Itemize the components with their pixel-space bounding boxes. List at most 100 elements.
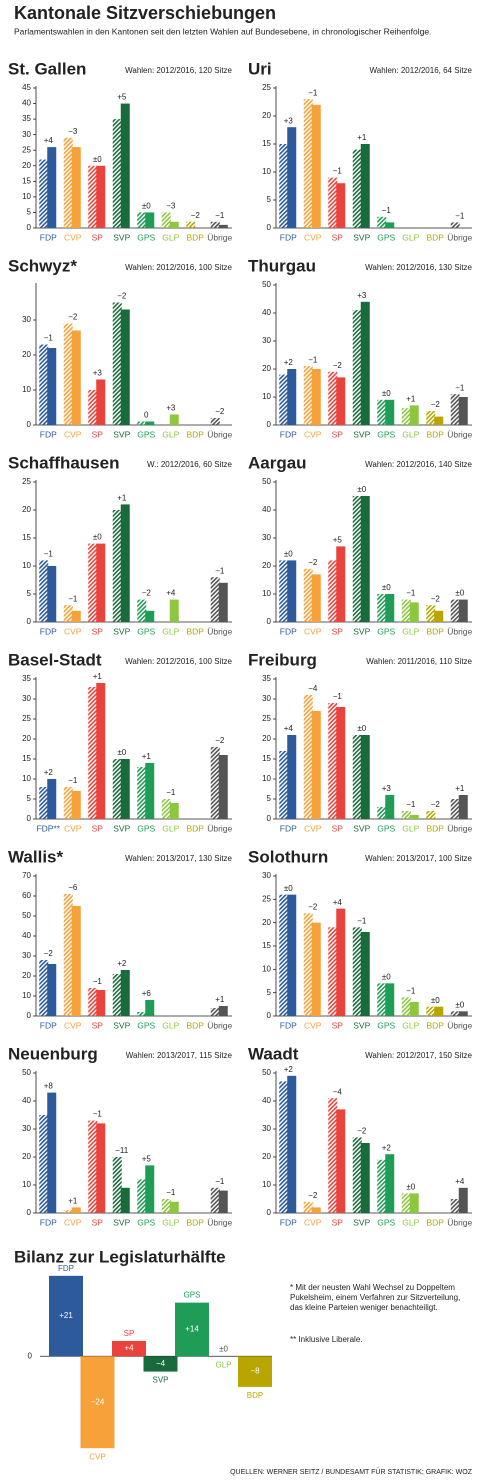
bar-new [385,399,395,425]
bar-old [377,594,387,622]
bar-new [360,144,370,228]
bar-old [63,605,73,622]
bar-old [426,605,436,622]
bar-old [377,1159,387,1213]
category-label: FDP [58,1264,74,1273]
y-tick-label: 70 [22,871,31,880]
bar-old [88,988,98,1016]
bar-new [47,964,57,1016]
x-tick-label: SVP [113,823,130,833]
chart-title: Neuenburg [8,1044,98,1063]
bar [80,1356,115,1449]
y-tick-label: 35 [22,114,31,123]
x-tick-label: BDP [187,1020,205,1030]
bar-new [336,707,346,819]
y-tick-label: 30 [22,130,31,139]
chart-subtitle: Wahlen: 2013/2017, 130 Sitze [125,854,232,863]
change-label: −1 [455,383,465,392]
chart-title: Schwyz* [8,256,77,275]
x-tick-label: GPS [377,1217,395,1227]
change-label: ±0 [431,996,440,1005]
bar-new [96,543,106,622]
y-tick-label: 0 [27,814,32,823]
bar-new [458,1187,468,1213]
bar-old [88,165,98,228]
x-tick-label: SVP [113,626,130,636]
bar-old [39,1115,49,1213]
bar-new [218,755,228,819]
y-tick-label: 10 [262,964,271,973]
change-label: ±0 [93,155,102,164]
y-tick-label: 5 [267,988,272,997]
x-tick-label: FDP [40,1020,57,1030]
x-tick-label: GPS [137,823,155,833]
x-tick-label: SVP [113,1217,130,1227]
bar-old [186,221,196,228]
y-tick-label: 10 [22,385,31,394]
bar-new [385,222,395,228]
x-tick-label: Übrige [447,1020,472,1030]
y-tick-label: 15 [22,533,31,542]
bar-old [426,411,436,425]
x-tick-label: SP [92,823,104,833]
change-label: −2 [142,589,152,598]
change-label: +4 [333,898,343,907]
change-label: −1 [455,212,465,221]
bar-old [88,687,98,819]
change-label: +1 [357,133,367,142]
change-label: −1 [333,692,343,701]
change-label: +1 [142,752,152,761]
chart-subtitle: Wahlen: 2012/2016, 100 Sitze [125,657,232,666]
x-tick-label: GLP [162,232,179,242]
x-tick-label: SVP [353,1217,370,1227]
source: QUELLEN: WERNER SEITZ / BUNDESAMT FÜR ST… [230,1468,473,1476]
bar-new [96,165,106,228]
y-tick-label: 5 [267,794,272,803]
x-tick-label: GLP [162,823,179,833]
bar-new [218,1190,228,1213]
change-label: ±0 [455,1000,464,1009]
footnote: * Mit der neusten Wahl Wechsel zu Doppel… [290,1283,461,1312]
change-label: +3 [357,291,367,300]
page-subtitle: Parlamentswahlen in den Kantonen seit de… [14,26,431,36]
bar-old [39,560,49,622]
change-label: −1 [215,566,225,575]
y-tick-label: 0 [27,1011,32,1020]
x-tick-label: SVP [353,232,370,242]
change-label: −2 [44,949,54,958]
chart-subtitle: Wahlen: 2012/2016, 130 Sitze [365,263,472,272]
y-tick-label: 40 [22,99,31,108]
x-tick-label: SP [92,1020,104,1030]
y-tick-label: 20 [22,505,31,514]
x-tick-label: SVP [113,232,130,242]
y-tick-label: 5 [27,208,32,217]
bar-old [377,983,387,1016]
bar-new [336,183,346,228]
x-tick-label: GPS [377,1020,395,1030]
change-label: −2 [215,736,225,745]
bar-old [210,1187,220,1213]
bar-new [287,735,297,819]
bar-old [88,390,98,425]
x-tick-label: SP [332,823,344,833]
x-tick-label: FDP [40,626,57,636]
bar-old [450,1199,460,1213]
change-label: +8 [44,1082,54,1091]
chart-subtitle: Wahlen: 2012/2016, 100 Sitze [125,263,232,272]
change-label: −2 [68,313,78,322]
y-tick-label: 0 [267,1011,272,1020]
bar-new [458,1011,468,1016]
y-tick-label: 30 [22,1124,31,1133]
bar-new [71,1207,81,1213]
y-tick-label: 25 [262,714,271,723]
change-label: +3 [93,369,103,378]
y-tick-label: 30 [22,951,31,960]
x-tick-label: CVP [304,429,322,439]
bar-old [303,913,313,1016]
y-tick-label: 30 [22,694,31,703]
change-label: −2 [431,594,441,603]
y-tick-label: 35 [262,674,271,683]
change-label: −2 [431,800,441,809]
bar-new [120,504,130,622]
change-label: −2 [191,211,201,220]
